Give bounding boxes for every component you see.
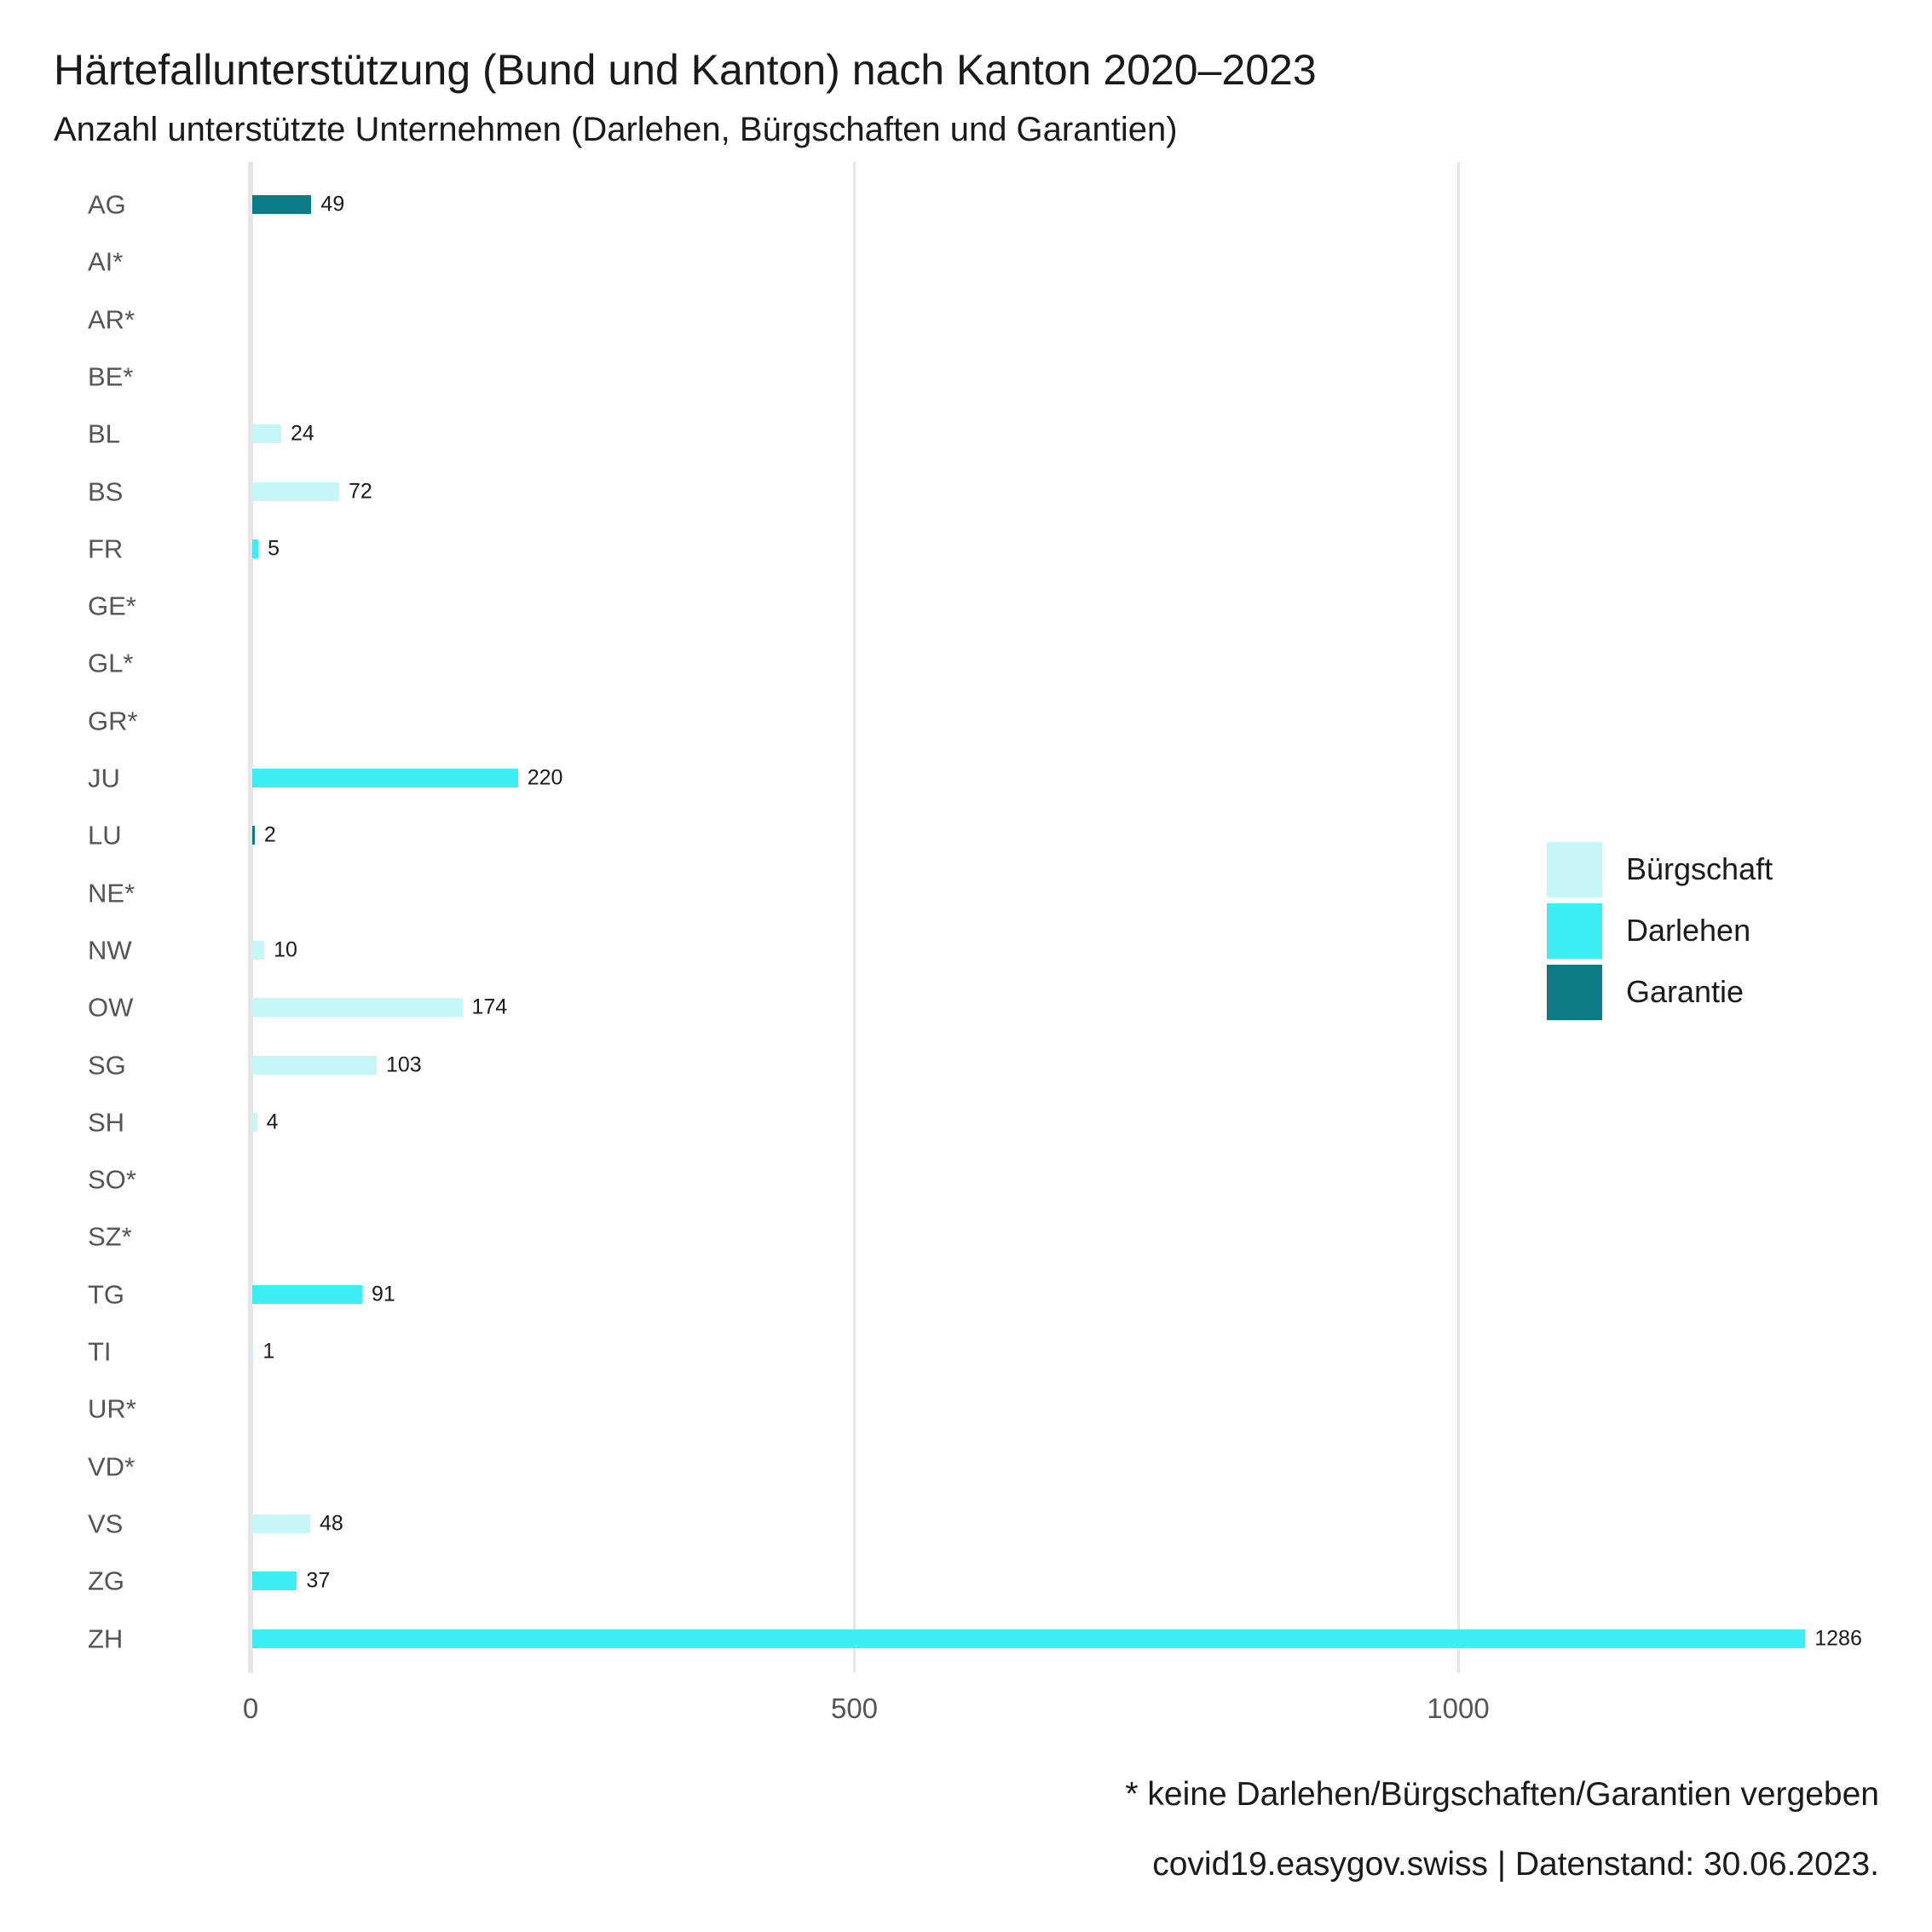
canton-label: AI*	[88, 246, 124, 277]
canton-label: SZ*	[88, 1221, 132, 1252]
bar-value-label: 91	[371, 1282, 395, 1306]
bar-value-label: 37	[306, 1568, 331, 1593]
legend-swatch	[1547, 842, 1602, 897]
legend-swatch	[1547, 965, 1602, 1020]
canton-label: SO*	[88, 1164, 136, 1195]
x-tick-label: 0	[242, 1693, 259, 1724]
bar-value-label: 1286	[1814, 1626, 1862, 1650]
bar-Garantie	[252, 826, 255, 845]
bar-value-label: 174	[471, 995, 508, 1019]
canton-label: UR*	[88, 1393, 136, 1424]
canton-label: TG	[88, 1279, 125, 1310]
x-gridline	[853, 162, 856, 1673]
canton-label: SG	[88, 1050, 126, 1080]
bar-Darlehen	[252, 1572, 297, 1591]
canton-label: LU	[88, 820, 122, 851]
canton-label: GE*	[88, 591, 136, 621]
bar-Darlehen	[252, 769, 518, 787]
y-axis-line	[248, 162, 253, 1673]
canton-label: GR*	[88, 706, 138, 736]
bar-value-label: 4	[266, 1110, 279, 1134]
bar-value-label: 5	[268, 536, 280, 561]
canton-label: BL	[88, 418, 120, 449]
chart-title: Härtefallunterstützung (Bund und Kanton)…	[54, 46, 1317, 94]
footnote: * keine Darlehen/Bürgschaften/Garantien …	[1125, 1776, 1879, 1813]
legend-label: Garantie	[1626, 974, 1745, 1009]
canton-label: FR	[88, 533, 124, 564]
canton-label: BE*	[88, 361, 134, 392]
canton-label: AR*	[88, 304, 136, 335]
canton-label: SH	[88, 1107, 125, 1138]
bar-value-label: 220	[527, 765, 563, 790]
bar-Bürgschaft	[252, 998, 463, 1018]
canton-label: NE*	[88, 878, 136, 908]
bar-Bürgschaft	[252, 1514, 311, 1533]
canton-label: VS	[88, 1508, 124, 1539]
bar-Bürgschaft	[252, 940, 265, 960]
legend-swatch	[1547, 903, 1602, 959]
canton-label: ZG	[88, 1566, 125, 1596]
bar-Darlehen	[252, 539, 259, 558]
bar-Bürgschaft	[252, 482, 340, 501]
bar-value-label: 48	[320, 1511, 343, 1536]
canton-label: JU	[88, 763, 120, 793]
bar-Garantie	[252, 195, 312, 214]
canton-label: ZH	[88, 1623, 124, 1653]
legend-label: Bürgschaft	[1626, 851, 1773, 886]
bar-value-label: 72	[349, 479, 372, 503]
source-line: covid19.easygov.swiss | Datenstand: 30.0…	[1152, 1846, 1879, 1883]
legend-label: Darlehen	[1626, 913, 1751, 948]
canton-label: VD*	[88, 1451, 136, 1482]
canton-label: BS	[88, 476, 124, 506]
canton-label: OW	[88, 992, 134, 1023]
bar-Bürgschaft	[252, 424, 281, 444]
canton-label: TI	[88, 1336, 112, 1367]
bar-value-label: 49	[320, 192, 345, 216]
bar-value-label: 103	[385, 1053, 422, 1076]
chart-subtitle: Anzahl unterstützte Unternehmen (Darlehe…	[54, 111, 1178, 148]
bar-Bürgschaft	[252, 1342, 254, 1361]
x-gridline	[1456, 162, 1460, 1673]
bar-Darlehen	[252, 1629, 1806, 1648]
bar-value-label: 2	[263, 822, 276, 847]
x-tick-label: 500	[830, 1693, 879, 1724]
canton-label: NW	[88, 935, 132, 966]
bar-Bürgschaft	[252, 1055, 377, 1075]
bar-value-label: 24	[291, 421, 314, 446]
bar-Darlehen	[252, 1284, 362, 1304]
bar-value-label: 1	[262, 1339, 275, 1364]
x-tick-label: 1000	[1427, 1693, 1490, 1724]
canton-label: AG	[88, 189, 126, 220]
bar-value-label: 10	[274, 937, 297, 962]
bar-Bürgschaft	[252, 1112, 257, 1132]
canton-label: GL*	[88, 648, 134, 678]
